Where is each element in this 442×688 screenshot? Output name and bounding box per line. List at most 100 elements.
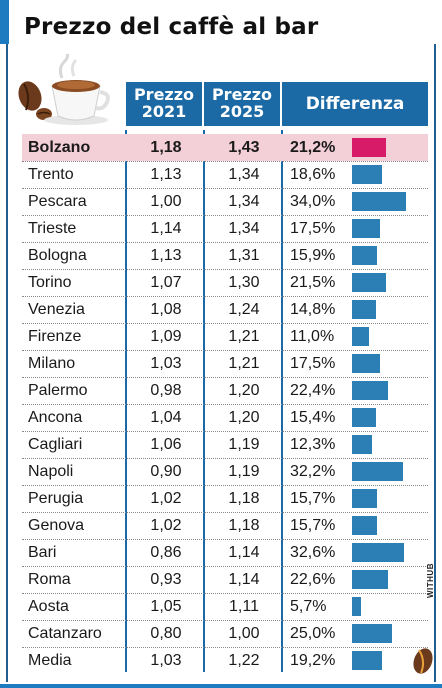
row-separator — [22, 188, 428, 189]
table-row: Perugia 1,02 1,18 15,7% — [22, 485, 428, 512]
price-2021-value: 1,02 — [150, 490, 182, 507]
price-2025-value: 1,19 — [228, 436, 260, 453]
price-2021-value: 1,13 — [150, 166, 182, 183]
difference-bar — [352, 435, 372, 454]
price-2021-value: 0,98 — [150, 382, 182, 399]
difference-value: 25,0% — [290, 625, 336, 642]
price-2021-value: 1,05 — [150, 598, 182, 615]
price-2021-value: 1,07 — [150, 274, 182, 291]
title-accent-bar — [0, 0, 9, 44]
price-2021-value: 0,93 — [150, 571, 182, 588]
row-separator — [22, 593, 428, 594]
price-2025-value: 1,00 — [228, 625, 260, 642]
table-row: Genova 1,02 1,18 15,7% — [22, 512, 428, 539]
price-2021-value: 1,18 — [150, 139, 182, 156]
difference-value: 32,6% — [290, 544, 336, 561]
row-separator — [22, 161, 428, 162]
difference-value: 21,5% — [290, 274, 336, 291]
price-2025-value: 1,21 — [228, 355, 260, 372]
row-separator — [22, 296, 428, 297]
difference-value: 15,9% — [290, 247, 336, 264]
difference-bar — [352, 354, 380, 373]
difference-bar — [352, 192, 406, 211]
difference-bar — [352, 300, 376, 319]
coffee-bean-icon — [413, 648, 433, 674]
difference-bar — [352, 543, 404, 562]
price-2025-value: 1,20 — [228, 382, 260, 399]
difference-bar — [352, 516, 377, 535]
difference-value: 21,2% — [290, 139, 336, 156]
row-separator — [22, 485, 428, 486]
price-2025-value: 1,30 — [228, 274, 260, 291]
price-2025-value: 1,34 — [228, 166, 260, 183]
table-row: Aosta 1,05 1,11 5,7% — [22, 593, 428, 620]
row-separator — [22, 431, 428, 432]
table-row: Roma 0,93 1,14 22,6% — [22, 566, 428, 593]
difference-bar — [352, 381, 388, 400]
difference-value: 22,4% — [290, 382, 336, 399]
city-label: Aosta — [28, 598, 69, 615]
city-label: Roma — [28, 571, 71, 588]
city-label: Torino — [28, 274, 72, 291]
difference-bar — [352, 570, 388, 589]
header-differenza: Differenza — [282, 82, 428, 126]
price-2021-value: 1,02 — [150, 517, 182, 534]
difference-bar — [352, 219, 380, 238]
difference-value: 22,6% — [290, 571, 336, 588]
price-2021-value: 1,00 — [150, 193, 182, 210]
difference-value: 15,7% — [290, 490, 336, 507]
price-2025-value: 1,34 — [228, 220, 260, 237]
price-2021-value: 1,04 — [150, 409, 182, 426]
credit-label: WITHUB — [426, 563, 435, 598]
table-row: Bologna 1,13 1,31 15,9% — [22, 242, 428, 269]
city-label: Cagliari — [28, 436, 83, 453]
table-row: Palermo 0,98 1,20 22,4% — [22, 377, 428, 404]
header-prezzo-2025: Prezzo 2025 — [204, 82, 280, 126]
table-row: Ancona 1,04 1,20 15,4% — [22, 404, 428, 431]
row-separator — [22, 350, 428, 351]
table-row: Torino 1,07 1,30 21,5% — [22, 269, 428, 296]
city-label: Firenze — [28, 328, 82, 345]
table-row: Bolzano 1,18 1,43 21,2% — [22, 134, 428, 161]
price-2025-value: 1,24 — [228, 301, 260, 318]
price-2025-value: 1,18 — [228, 517, 260, 534]
row-separator — [22, 512, 428, 513]
table-row: Cagliari 1,06 1,19 12,3% — [22, 431, 428, 458]
city-label: Perugia — [28, 490, 84, 507]
table-row: Media 1,03 1,22 19,2% — [22, 647, 428, 674]
difference-bar — [352, 273, 386, 292]
difference-bar — [352, 408, 376, 427]
price-2021-value: 1,06 — [150, 436, 182, 453]
price-2025-value: 1,11 — [229, 598, 259, 615]
price-2021-value: 1,03 — [150, 652, 182, 669]
city-label: Bolzano — [28, 139, 91, 156]
price-2025-value: 1,22 — [228, 652, 260, 669]
difference-bar — [352, 624, 392, 643]
table-row: Trieste 1,14 1,34 17,5% — [22, 215, 428, 242]
table-row: Trento 1,13 1,34 18,6% — [22, 161, 428, 188]
difference-value: 17,5% — [290, 355, 336, 372]
price-2025-value: 1,14 — [228, 544, 260, 561]
price-2025-value: 1,14 — [228, 571, 260, 588]
price-2025-value: 1,43 — [228, 139, 260, 156]
difference-bar — [352, 489, 377, 508]
price-2025-value: 1,31 — [228, 247, 260, 264]
row-separator — [22, 215, 428, 216]
row-separator — [22, 647, 428, 648]
difference-value: 19,2% — [290, 652, 336, 669]
coffee-cup-icon — [18, 54, 110, 125]
difference-bar — [352, 597, 361, 616]
city-label: Media — [28, 652, 72, 669]
difference-value: 15,7% — [290, 517, 336, 534]
price-2025-value: 1,34 — [228, 193, 260, 210]
table-row: Napoli 0,90 1,19 32,2% — [22, 458, 428, 485]
price-2025-value: 1,21 — [228, 328, 260, 345]
difference-bar — [352, 165, 382, 184]
table-frame — [6, 44, 436, 682]
city-label: Genova — [28, 517, 85, 534]
column-divider — [203, 130, 205, 672]
price-2025-value: 1,19 — [228, 463, 260, 480]
difference-value: 17,5% — [290, 220, 336, 237]
city-label: Napoli — [28, 463, 74, 480]
row-separator — [22, 377, 428, 378]
